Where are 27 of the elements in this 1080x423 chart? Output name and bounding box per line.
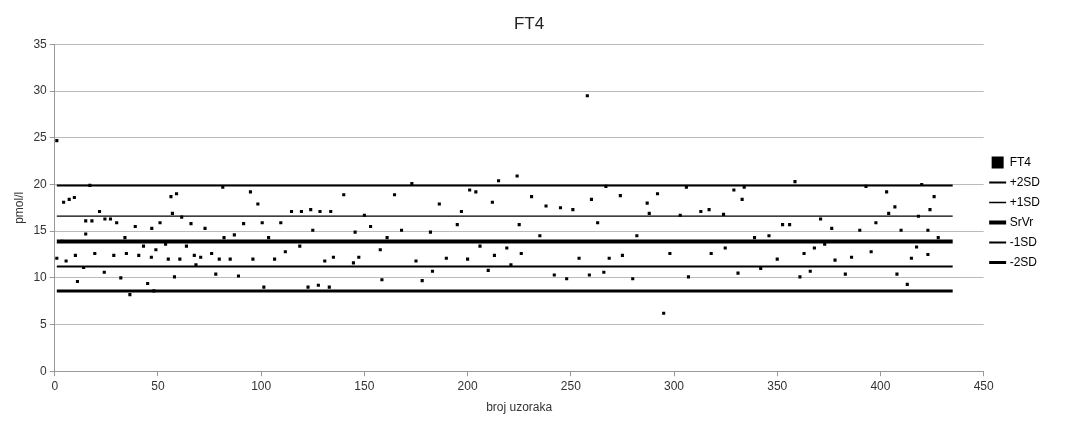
- legend-label: FT4: [1009, 154, 1032, 169]
- y-axis-title: pmol/l: [11, 191, 26, 224]
- y-tick-label: 25: [33, 130, 48, 145]
- legend-label: SrVr: [1009, 214, 1034, 229]
- x-axis-title: broj uzoraka: [486, 400, 553, 415]
- x-tick-label: 350: [767, 378, 788, 393]
- y-tick-label: 10: [33, 270, 48, 285]
- legend-label: +2SD: [1009, 174, 1041, 189]
- y-tick-label: 0: [40, 363, 48, 378]
- x-tick-label: 100: [251, 378, 272, 393]
- legend-label: -1SD: [1009, 234, 1038, 249]
- y-tick-label: 15: [33, 223, 48, 238]
- y-tick-label: 35: [33, 36, 48, 51]
- y-tick-label: 5: [40, 316, 48, 331]
- x-tick-label: 150: [354, 378, 375, 393]
- x-tick-label: 50: [151, 378, 165, 393]
- legend-label: -2SD: [1009, 254, 1038, 269]
- x-tick-label: 0: [51, 378, 59, 393]
- y-tick-label: 30: [33, 83, 48, 98]
- x-tick-label: 450: [973, 378, 994, 393]
- chart-title: FT4: [513, 13, 545, 33]
- x-tick-label: 400: [870, 378, 891, 393]
- legend-label: +1SD: [1009, 194, 1041, 209]
- x-tick-label: 300: [664, 378, 685, 393]
- x-tick-label: 250: [560, 378, 582, 393]
- x-tick-label: 200: [457, 378, 478, 393]
- y-tick-label: 20: [33, 176, 48, 191]
